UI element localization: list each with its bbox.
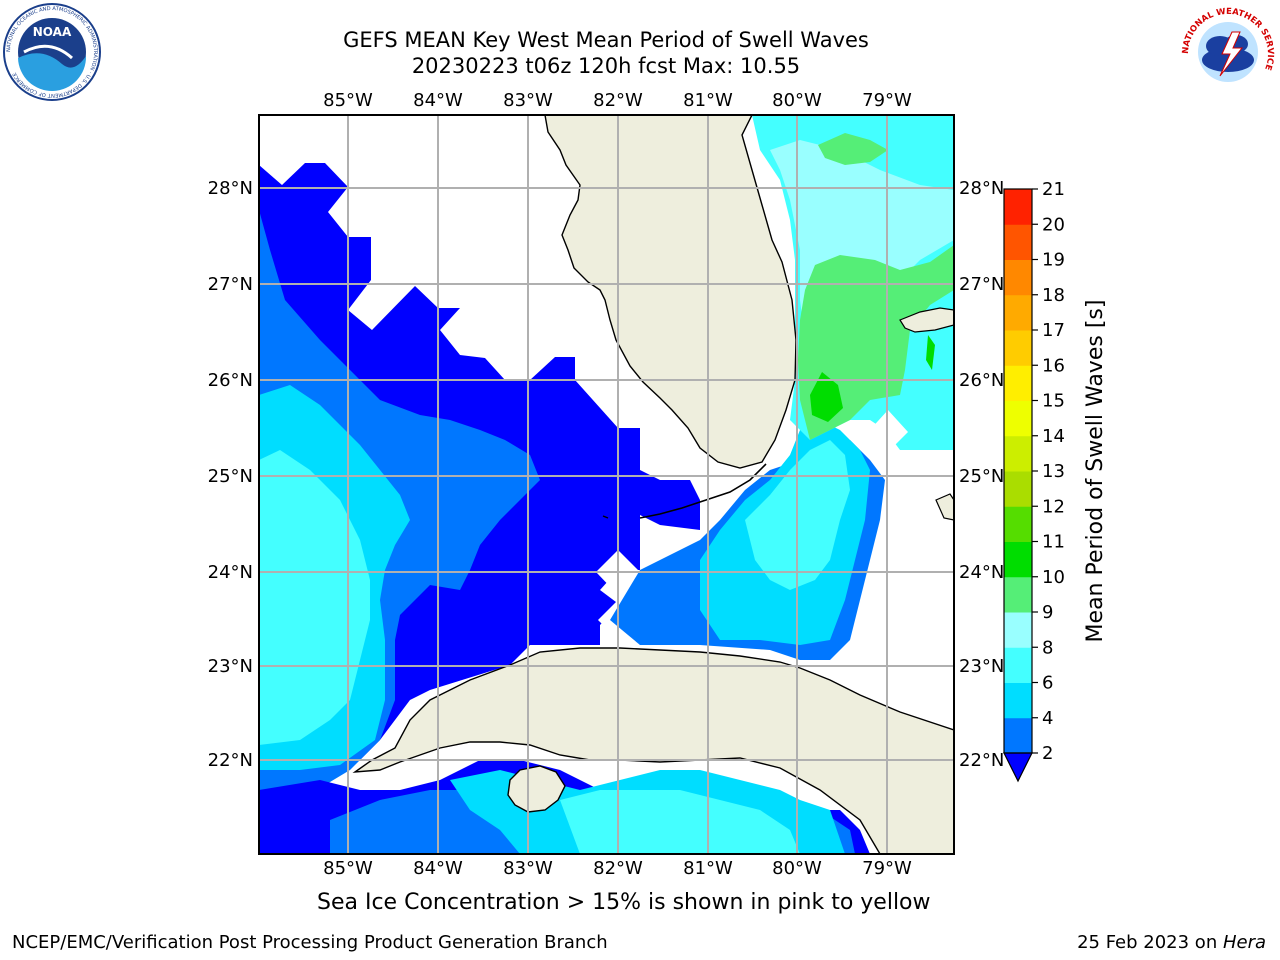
- colorbar-tick-label: 17: [1042, 320, 1065, 341]
- footer-host: Hera: [1222, 932, 1266, 953]
- lon-label: 81°W: [683, 858, 733, 879]
- map-fill-layer: [259, 115, 954, 854]
- colorbar-tick-label: 2: [1042, 743, 1053, 764]
- colorbar-band: [1004, 541, 1032, 578]
- colorbar-band: [1004, 506, 1032, 542]
- lon-label: 79°W: [862, 858, 912, 879]
- lon-label: 80°W: [772, 858, 822, 879]
- colorbar-tick-label: 10: [1042, 567, 1065, 588]
- lat-label: 28°N: [208, 178, 253, 199]
- colorbar: 2 4 6 8 9 10 11 12 13 14 15 16 17 18 19 20 21 Mean Perio…: [1003, 179, 1108, 783]
- colorbar-band: [1004, 294, 1032, 331]
- colorbar-tick-label: 14: [1042, 426, 1065, 447]
- lat-label: 24°N: [208, 562, 253, 583]
- lat-label: 27°N: [959, 274, 1004, 295]
- sea-ice-caption: Sea Ice Concentration > 15% is shown in …: [317, 890, 931, 915]
- chart-title-line2: 20230223 t06z 120h fcst Max: 10.55: [411, 54, 801, 78]
- colorbar-band: [1004, 259, 1032, 296]
- lon-label: 83°W: [503, 858, 553, 879]
- lat-label: 26°N: [959, 370, 1004, 391]
- lon-label: 84°W: [413, 90, 463, 111]
- lon-label: 85°W: [323, 90, 373, 111]
- lon-labels-bottom: 85°W 84°W 83°W 82°W 81°W 80°W 79°W: [323, 858, 912, 879]
- colorbar-tick-label: 4: [1042, 708, 1053, 729]
- colorbar-tick-label: 15: [1042, 391, 1065, 412]
- lon-labels-top: 85°W 84°W 83°W 82°W 81°W 80°W 79°W: [323, 90, 912, 111]
- colorbar-under-extend: [1003, 752, 1033, 783]
- lat-label: 23°N: [208, 656, 253, 677]
- lat-label: 23°N: [959, 656, 1004, 677]
- chart-title-line1: GEFS MEAN Key West Mean Period of Swell …: [343, 28, 869, 52]
- colorbar-label: Mean Period of Swell Waves [s]: [1083, 300, 1108, 643]
- colorbar-band: [1004, 189, 1032, 225]
- footer-date: 25 Feb 2023 on Hera: [1077, 932, 1266, 953]
- contour-atlantic-10-11: [810, 372, 843, 422]
- colorbar-tick-label: 8: [1042, 637, 1053, 658]
- colorbar-band: [1004, 435, 1032, 472]
- colorbar-band: [1004, 647, 1032, 683]
- colorbar-tick-label: 13: [1042, 461, 1065, 482]
- colorbar-tick-label: 19: [1042, 250, 1065, 271]
- lat-label: 26°N: [208, 370, 253, 391]
- colorbar-tick-label: 11: [1042, 532, 1065, 553]
- lat-label: 22°N: [208, 750, 253, 771]
- colorbar-tick-label: 16: [1042, 355, 1065, 376]
- noaa-logo-text: NOAA: [33, 25, 72, 39]
- contour-atlantic-green-top: [818, 133, 888, 165]
- lon-label: 79°W: [862, 90, 912, 111]
- lat-label: 24°N: [959, 562, 1004, 583]
- colorbar-tick-label: 6: [1042, 673, 1053, 694]
- map-frame: [258, 114, 955, 855]
- lon-label: 83°W: [503, 90, 553, 111]
- colorbar-band: [1004, 365, 1032, 401]
- lon-label: 85°W: [323, 858, 373, 879]
- colorbar-tick-label: 18: [1042, 285, 1065, 306]
- colorbar-band: [1004, 471, 1032, 507]
- colorbar-band: [1004, 400, 1032, 437]
- colorbar-tick-label: 21: [1042, 179, 1065, 200]
- colorbar-band: [1004, 330, 1032, 366]
- lon-label: 82°W: [593, 90, 643, 111]
- graticule: [259, 115, 954, 854]
- colorbar-band: [1004, 224, 1032, 260]
- lat-labels-right: 28°N 27°N 26°N 25°N 24°N 23°N 22°N: [959, 178, 1004, 771]
- lat-label: 25°N: [208, 466, 253, 487]
- colorbar-tick-label: 20: [1042, 214, 1065, 235]
- contour-8-9: [259, 450, 370, 745]
- colorbar-band: [1004, 612, 1032, 648]
- contour-atlantic-10-11b: [926, 335, 935, 370]
- footer-credit: NCEP/EMC/Verification Post Processing Pr…: [12, 932, 608, 953]
- contour-caribbean-8-9: [560, 790, 800, 854]
- noaa-logo: NATIONAL OCEANIC AND ATMOSPHERIC ADMINIS…: [3, 3, 101, 101]
- colorbar-bands: [1004, 189, 1032, 754]
- footer-date-text: 25 Feb 2023 on: [1077, 932, 1223, 953]
- lat-label: 27°N: [208, 274, 253, 295]
- lon-label: 82°W: [593, 858, 643, 879]
- lon-label: 81°W: [683, 90, 733, 111]
- colorbar-band: [1004, 717, 1032, 754]
- colorbar-ticks: 2 4 6 8 9 10 11 12 13 14 15 16 17 18 19 20 21: [1032, 179, 1065, 764]
- colorbar-tick-label: 12: [1042, 496, 1065, 517]
- lon-label: 84°W: [413, 858, 463, 879]
- lat-label: 22°N: [959, 750, 1004, 771]
- lon-label: 80°W: [772, 90, 822, 111]
- lat-label: 28°N: [959, 178, 1004, 199]
- lat-labels-left: 28°N 27°N 26°N 25°N 24°N 23°N 22°N: [208, 178, 253, 771]
- cuba-land: [352, 647, 954, 854]
- colorbar-band: [1004, 682, 1032, 719]
- bahamas-land: [899, 307, 954, 333]
- colorbar-band: [1004, 576, 1032, 613]
- nws-logo: NATIONAL WEATHER SERVICE: [1181, 6, 1275, 98]
- isla-juventud-land: [507, 765, 566, 813]
- lat-label: 25°N: [959, 466, 1004, 487]
- colorbar-tick-label: 9: [1042, 602, 1053, 623]
